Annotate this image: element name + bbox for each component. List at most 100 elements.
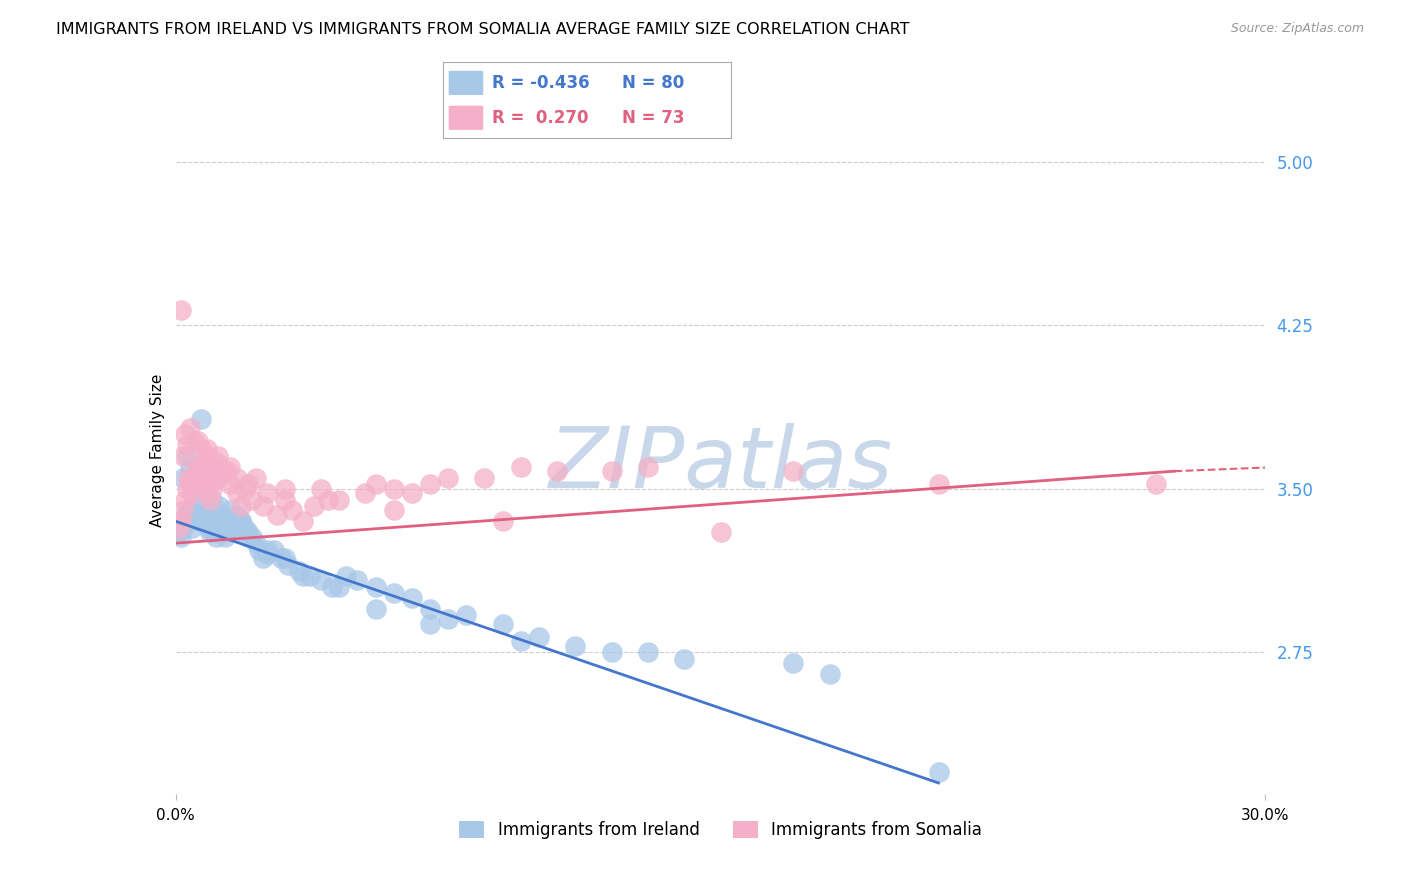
Point: [309, 482, 332, 496]
Point: [437, 612, 460, 626]
Point: [194, 471, 217, 485]
Point: [233, 482, 256, 496]
Point: [183, 471, 205, 485]
Point: [219, 521, 242, 535]
Point: [176, 482, 198, 496]
Point: [928, 477, 950, 491]
Point: [200, 492, 222, 507]
Point: [214, 530, 236, 544]
Text: R =  0.270: R = 0.270: [492, 109, 588, 127]
Point: [353, 486, 375, 500]
Point: [299, 569, 322, 583]
Point: [252, 499, 274, 513]
Point: [527, 630, 550, 644]
Point: [710, 525, 733, 540]
Point: [382, 503, 405, 517]
Point: [195, 442, 218, 457]
Point: [401, 591, 423, 605]
Point: [382, 586, 405, 600]
Point: [219, 477, 242, 491]
Point: [364, 477, 387, 491]
Point: [201, 482, 224, 496]
Point: [256, 542, 278, 557]
Point: [217, 514, 239, 528]
Point: [419, 616, 441, 631]
Point: [238, 477, 260, 491]
Point: [291, 569, 314, 583]
Point: [172, 503, 194, 517]
Point: [274, 492, 297, 507]
Point: [270, 551, 292, 566]
Point: [247, 542, 270, 557]
Point: [1146, 477, 1168, 491]
Point: [309, 573, 332, 587]
Point: [318, 492, 340, 507]
Point: [252, 551, 274, 566]
Point: [194, 486, 217, 500]
Point: [233, 521, 256, 535]
Point: [195, 477, 218, 491]
Point: [321, 580, 343, 594]
Point: [179, 512, 201, 526]
Text: N = 73: N = 73: [621, 109, 685, 127]
Point: [238, 530, 260, 544]
Point: [172, 521, 194, 535]
Point: [419, 601, 441, 615]
Y-axis label: Average Family Size: Average Family Size: [149, 374, 165, 527]
Text: N = 80: N = 80: [621, 74, 683, 92]
Point: [600, 464, 623, 478]
Point: [274, 482, 297, 496]
Point: [328, 492, 350, 507]
Point: [277, 558, 299, 572]
Point: [204, 459, 226, 474]
Text: R = -0.436: R = -0.436: [492, 74, 589, 92]
Point: [169, 521, 191, 535]
Point: [173, 492, 195, 507]
Point: [173, 427, 195, 442]
Point: [190, 464, 212, 478]
Point: [209, 512, 232, 526]
Point: [197, 449, 219, 463]
Point: [177, 471, 200, 485]
Point: [419, 477, 441, 491]
Point: [212, 521, 235, 535]
Point: [401, 486, 423, 500]
Point: [637, 645, 659, 659]
Point: [782, 656, 804, 670]
Point: [204, 455, 226, 469]
Point: [600, 645, 623, 659]
Point: [266, 508, 288, 522]
Point: [382, 482, 405, 496]
Point: [240, 530, 263, 544]
Point: [673, 651, 696, 665]
Point: [226, 471, 249, 485]
Point: [818, 667, 841, 681]
Point: [208, 508, 231, 522]
Point: [207, 521, 229, 535]
Point: [179, 420, 201, 434]
Point: [509, 634, 531, 648]
Point: [181, 486, 204, 500]
Point: [288, 565, 311, 579]
Point: [201, 514, 224, 528]
Point: [176, 438, 198, 452]
FancyBboxPatch shape: [449, 70, 484, 95]
Text: Source: ZipAtlas.com: Source: ZipAtlas.com: [1230, 22, 1364, 36]
Point: [183, 508, 205, 522]
Point: [188, 508, 211, 522]
Point: [191, 455, 214, 469]
Point: [291, 514, 314, 528]
Point: [170, 530, 193, 544]
Point: [186, 482, 209, 496]
Point: [328, 580, 350, 594]
Point: [219, 503, 242, 517]
Point: [281, 503, 304, 517]
Point: [186, 514, 209, 528]
Point: [195, 514, 218, 528]
FancyBboxPatch shape: [449, 105, 484, 130]
Point: [176, 449, 198, 463]
Point: [177, 503, 200, 517]
Point: [231, 514, 253, 528]
Point: [190, 442, 212, 457]
Point: [245, 471, 267, 485]
